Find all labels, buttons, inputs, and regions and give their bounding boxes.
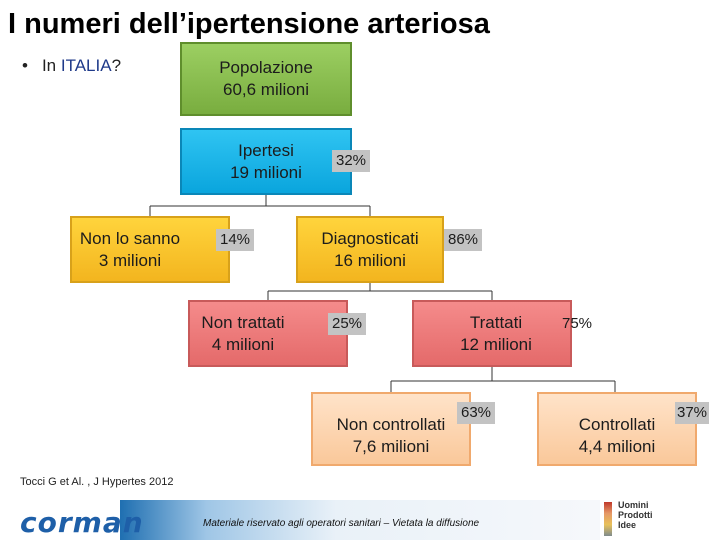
node-ipertesi-value: 19 milioni bbox=[230, 162, 302, 182]
node-controllati: Controllati 4,4 milioni bbox=[537, 392, 697, 466]
node-non-lo-sanno-label: Non lo sanno bbox=[79, 228, 181, 248]
node-non-lo-sanno-value: 3 milioni bbox=[98, 250, 162, 270]
node-popolazione: Popolazione 60,6 milioni bbox=[180, 42, 352, 116]
node-ipertesi: Ipertesi 19 milioni bbox=[180, 128, 352, 195]
node-non-controllati-label: Non controllati bbox=[336, 415, 446, 434]
node-diagnosticati: Diagnosticati 16 milioni bbox=[296, 216, 444, 283]
node-non-trattati-value: 4 milioni bbox=[211, 334, 275, 354]
pct-trattati: 75% bbox=[562, 315, 593, 332]
brand-line: Prodotti bbox=[618, 510, 653, 520]
node-controllati-label: Controllati bbox=[578, 415, 656, 434]
bullet-country: ITALIA bbox=[60, 56, 112, 75]
bullet-prefix: In bbox=[41, 56, 61, 75]
node-non-trattati-label: Non trattati bbox=[201, 312, 285, 332]
node-diagnosticati-value: 16 milioni bbox=[334, 250, 406, 270]
node-trattati: Trattati 12 milioni bbox=[412, 300, 572, 367]
bullet-suffix: ? bbox=[111, 56, 122, 75]
pct-controllati: 37% bbox=[675, 402, 710, 424]
source-citation: Tocci G et Al. , J Hypertes 2012 bbox=[20, 476, 174, 488]
pct-non-lo-sanno: 14% bbox=[216, 229, 255, 251]
corman-logo: corman bbox=[20, 506, 144, 539]
pct-non-trattati: 25% bbox=[328, 313, 367, 335]
footer-disclaimer: Materiale riservato agli operatori sanit… bbox=[203, 518, 480, 529]
node-controllati-value: 4,4 milioni bbox=[578, 437, 656, 456]
node-non-controllati: Non controllati 7,6 milioni bbox=[311, 392, 471, 466]
brand-tagline: Uomini Prodotti Idee bbox=[618, 500, 688, 530]
bullet-marker: • bbox=[22, 56, 28, 75]
node-popolazione-label: Popolazione bbox=[219, 58, 313, 77]
pct-ipertesi: 32% bbox=[332, 150, 371, 172]
node-popolazione-value: 60,6 milioni bbox=[223, 80, 309, 99]
node-non-controllati-value: 7,6 milioni bbox=[352, 437, 430, 456]
page-title: I numeri dell’ipertensione arteriosa bbox=[8, 8, 490, 40]
node-diagnosticati-label: Diagnosticati bbox=[321, 228, 419, 248]
pct-non-controllati: 63% bbox=[457, 402, 496, 424]
node-trattati-value: 12 milioni bbox=[460, 334, 532, 354]
brand-line: Idee bbox=[618, 520, 637, 530]
bullet-question: • In ITALIA? bbox=[22, 56, 121, 76]
node-non-trattati: Non trattati 4 milioni bbox=[188, 300, 348, 367]
node-ipertesi-label: Ipertesi bbox=[238, 140, 294, 160]
brand-line: Uomini bbox=[618, 500, 649, 510]
brand-stripe-icon bbox=[604, 502, 612, 536]
node-trattati-label: Trattati bbox=[469, 312, 523, 332]
footer-band bbox=[120, 500, 600, 540]
node-non-lo-sanno: Non lo sanno 3 milioni bbox=[70, 216, 230, 283]
pct-diagnosticati: 86% bbox=[444, 229, 483, 251]
